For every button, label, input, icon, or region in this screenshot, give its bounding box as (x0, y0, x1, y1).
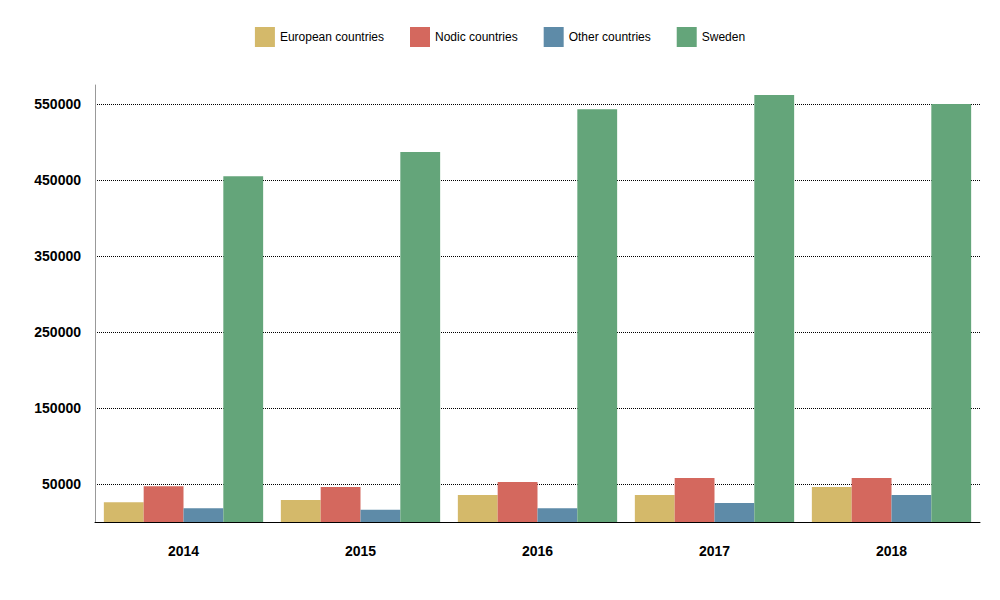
svg-text:Sweden: Sweden (702, 30, 745, 44)
svg-text:350000: 350000 (34, 248, 81, 264)
svg-text:250000: 250000 (34, 324, 81, 340)
svg-text:Other countries: Other countries (569, 30, 651, 44)
svg-text:European countries: European countries (280, 30, 384, 44)
svg-text:550000: 550000 (34, 96, 81, 112)
svg-text:2014: 2014 (168, 543, 199, 559)
svg-text:2016: 2016 (522, 543, 553, 559)
svg-text:150000: 150000 (34, 400, 81, 416)
svg-text:Nodic countries: Nodic countries (435, 30, 518, 44)
svg-text:450000: 450000 (34, 172, 81, 188)
svg-text:2015: 2015 (345, 543, 376, 559)
svg-text:2017: 2017 (699, 543, 730, 559)
svg-text:2018: 2018 (876, 543, 907, 559)
svg-text:50000: 50000 (42, 476, 81, 492)
